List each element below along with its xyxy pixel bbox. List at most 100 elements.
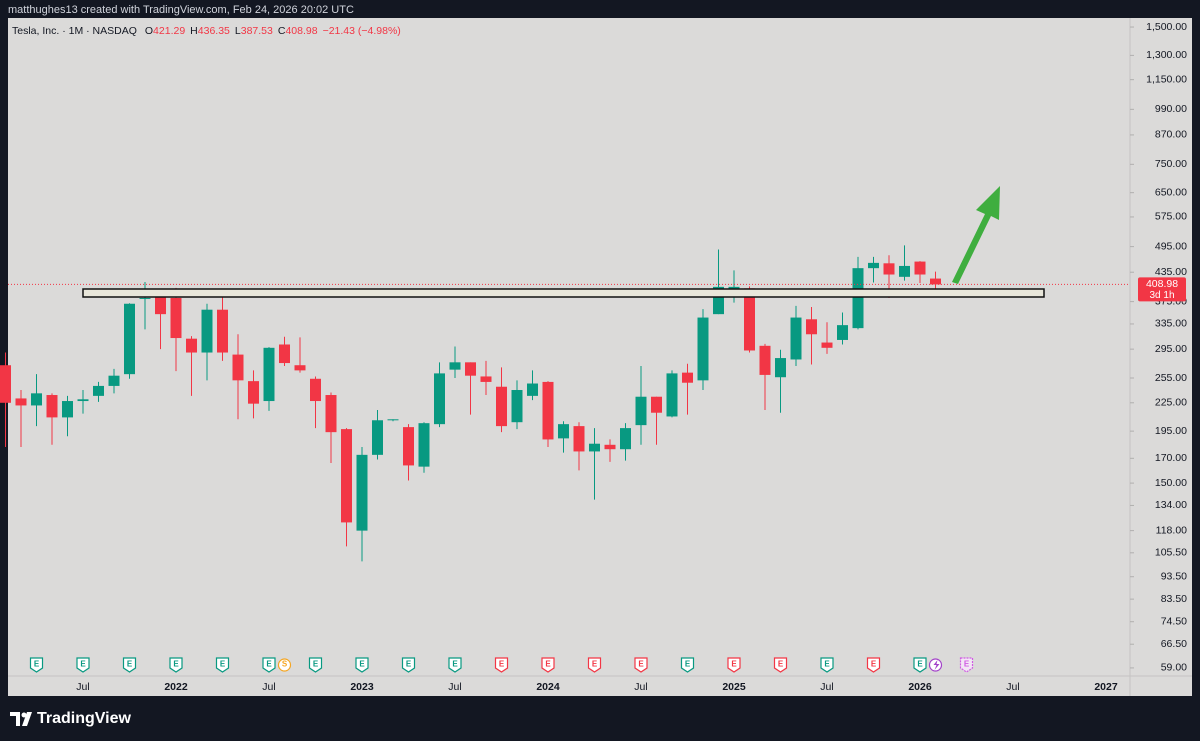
candle-body [434, 373, 445, 425]
candle-body [883, 263, 895, 275]
y-tick-label: 150.00 [1155, 477, 1187, 489]
y-tick-label: 575.00 [1155, 211, 1187, 223]
symbol: Tesla, Inc. · 1M · NASDAQ [12, 25, 137, 37]
candle-body [248, 381, 259, 404]
y-tick-label: 66.50 [1161, 638, 1187, 650]
y-tick-label: 118.00 [1156, 524, 1187, 536]
candle-body [387, 419, 399, 421]
candle-body [899, 265, 910, 277]
event-label: E [313, 660, 319, 669]
candle-body [372, 420, 383, 455]
candle-body [201, 309, 213, 353]
countdown: 3d 1h [1149, 290, 1174, 301]
y-tick-label: 83.50 [1161, 593, 1187, 605]
candle-body [604, 444, 616, 450]
chart-panel [8, 18, 1192, 696]
x-tick-label: 2025 [722, 681, 746, 693]
event-label: E [127, 660, 133, 669]
event-label: E [34, 660, 40, 669]
event-label: S [282, 660, 288, 669]
y-tick-label: 255.00 [1155, 372, 1187, 384]
ohlc-letter: C [278, 25, 286, 37]
candle-body [821, 342, 833, 348]
event-label: E [266, 660, 272, 669]
zone-rectangle [82, 288, 1045, 298]
candle-body [620, 428, 631, 450]
candle-body [775, 358, 786, 378]
event-badge [277, 658, 292, 672]
candle-body [279, 344, 290, 364]
candle-body [263, 347, 275, 402]
event-badge [866, 657, 881, 673]
event-badge [680, 657, 695, 673]
event-label: E [964, 660, 970, 669]
ohlc-letter: L [235, 25, 241, 37]
x-tick-label: 2022 [164, 681, 188, 693]
y-tick-label: 335.00 [1155, 318, 1187, 330]
y-tick-label: 195.00 [1155, 425, 1187, 437]
y-tick-label: 105.50 [1155, 547, 1187, 559]
candle-body [651, 396, 662, 413]
candle-body [15, 398, 27, 406]
event-icon-bolt [933, 660, 940, 670]
candle-body [542, 381, 554, 440]
ohlc-value: 421.29 [153, 25, 185, 37]
logo-mark [10, 712, 32, 726]
candle-body [930, 278, 941, 285]
event-label: E [545, 660, 551, 669]
event-badge [541, 657, 555, 673]
candle-body [310, 378, 321, 402]
event-badge [76, 657, 90, 673]
event-label: E [173, 660, 179, 669]
event-label: E [685, 660, 691, 669]
y-tick-label: 495.00 [1155, 240, 1187, 252]
candle-body [635, 396, 647, 426]
x-tick-label: 2027 [1094, 681, 1118, 693]
x-tick-label: 2023 [350, 681, 374, 693]
x-tick-label: Jul [1006, 681, 1019, 693]
arrow [952, 186, 1000, 284]
last-price-box [1138, 277, 1186, 302]
event-label: E [824, 660, 830, 669]
event-label: E [638, 660, 644, 669]
y-tick-label: 134.00 [1155, 499, 1187, 511]
candle-body [697, 317, 709, 381]
candle-body [108, 375, 120, 386]
event-label: E [359, 660, 365, 669]
event-badge [169, 657, 183, 673]
y-tick-label: 59.00 [1161, 662, 1187, 674]
logo-dot [21, 712, 27, 718]
candle-body [418, 423, 430, 467]
event-label: E [452, 660, 458, 669]
event-label: E [220, 660, 226, 669]
y-tick-label: 93.50 [1161, 571, 1187, 583]
candle-body [356, 454, 368, 531]
candle-body [480, 376, 492, 382]
last-price-label: 408.98 [1146, 278, 1178, 290]
event-badge [215, 657, 230, 673]
candle-body [170, 297, 182, 339]
y-tick-label: 870.00 [1155, 129, 1187, 141]
event-label: E [406, 660, 412, 669]
candle-body [155, 295, 166, 315]
y-tick-label: 225.00 [1155, 397, 1187, 409]
candle-body [31, 393, 42, 406]
y-tick-label: 1,150.00 [1146, 73, 1187, 85]
candle-body [666, 373, 678, 417]
brand: TradingView [37, 710, 132, 727]
y-tick-label: 650.00 [1155, 186, 1187, 198]
ohlc-value: 436.35 [198, 25, 230, 37]
ohlc-value: 387.53 [241, 25, 273, 37]
event-label: E [917, 660, 923, 669]
candle-body [124, 303, 135, 375]
event-badge [355, 657, 369, 673]
candle-body [806, 319, 817, 335]
candle-body [790, 317, 802, 360]
change: −21.43 (−4.98%) [323, 25, 401, 37]
event-badge [820, 657, 834, 673]
candle-body [139, 297, 151, 299]
event-badge [727, 657, 741, 673]
event-badge [634, 657, 648, 673]
candle-body [294, 365, 306, 371]
